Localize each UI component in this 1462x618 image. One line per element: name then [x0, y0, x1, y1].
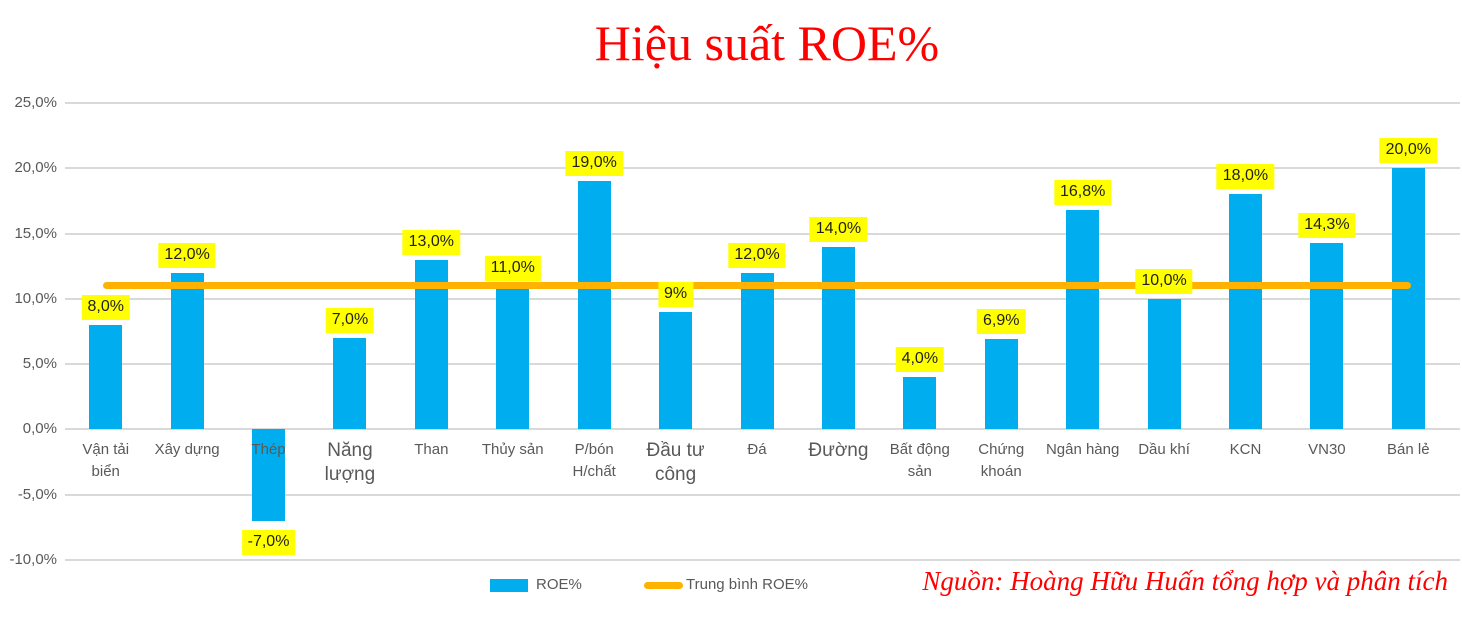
bar: [1147, 298, 1181, 430]
gridline: [65, 102, 1460, 104]
legend-line-swatch: [644, 582, 683, 589]
y-axis-tick-label: 15,0%: [14, 224, 57, 242]
value-label: 20,0%: [1379, 138, 1437, 164]
value-label: 7,0%: [325, 308, 375, 334]
gridline: [65, 559, 1460, 561]
value-label: 4,0%: [895, 347, 945, 373]
bar: [89, 324, 123, 430]
y-axis-tick-label: 10,0%: [14, 289, 57, 307]
x-axis-category-label: Đường: [808, 440, 869, 461]
value-label: 13,0%: [402, 229, 461, 255]
value-label: 6,9%: [977, 309, 1026, 335]
bar: [1066, 210, 1100, 430]
value-label: 19,0%: [565, 151, 623, 177]
x-axis-category-label: Xây dựng: [154, 441, 220, 458]
x-axis-category-label: VN30: [1308, 441, 1346, 458]
gridline: [65, 232, 1460, 235]
y-axis-tick-label: 0,0%: [22, 420, 57, 438]
bar: [1228, 194, 1262, 430]
x-axis-category-label: Dầu khí: [1138, 441, 1190, 458]
y-axis-tick-label: -10,0%: [9, 551, 57, 568]
average-line: [102, 282, 1412, 290]
bar: [821, 246, 855, 430]
legend-bar-swatch: [490, 579, 528, 592]
bar: [577, 181, 611, 430]
x-axis-category-label: Bất động sản: [889, 441, 950, 480]
value-label: 12,0%: [728, 242, 786, 268]
value-label: 18,0%: [1216, 164, 1275, 190]
x-axis-category-label: Chứng khoán: [978, 441, 1025, 480]
value-label: -7,0%: [241, 529, 296, 555]
x-axis-category-label: Bán lẻ: [1387, 441, 1430, 458]
chart-title: Hiệu suất ROE%: [594, 15, 940, 71]
y-axis-tick-label: -5,0%: [17, 485, 57, 503]
x-axis-category-label: Ngân hàng: [1045, 441, 1120, 458]
source-note: Nguồn: Hoàng Hữu Huấn tổng hợp và phân t…: [922, 566, 1448, 596]
x-axis-category-label: Đầu tư công: [646, 440, 705, 485]
value-label: 9%: [658, 281, 694, 307]
bar: [1310, 242, 1344, 430]
gridline: [65, 167, 1460, 170]
bar: [496, 285, 530, 430]
value-label: 11,0%: [484, 255, 541, 281]
value-label: 14,3%: [1298, 212, 1356, 238]
value-label: 10,0%: [1135, 268, 1193, 294]
legend-line-label: Trung bình ROE%: [686, 576, 808, 593]
value-label: 16,8%: [1053, 180, 1112, 206]
bar: [170, 272, 204, 430]
bar: [333, 338, 367, 430]
x-axis-category-label: Thủy sản: [481, 441, 544, 458]
x-axis-category-label: Năng lượng: [324, 440, 376, 485]
y-axis-tick-label: 25,0%: [14, 94, 57, 111]
legend-bar-label: ROE%: [536, 576, 582, 593]
y-axis-tick-label: 5,0%: [22, 355, 57, 373]
value-label: 12,0%: [158, 242, 216, 268]
x-axis-category-label: Đá: [747, 441, 767, 458]
x-axis-category-label: KCN: [1229, 441, 1262, 458]
x-axis-category-label: P/bón H/chất: [572, 441, 616, 480]
value-label: 8,0%: [81, 294, 130, 320]
bar: [252, 429, 286, 521]
bar: [1391, 168, 1425, 430]
x-axis-category-label: Than: [414, 441, 449, 458]
x-axis-category-label: Vận tải biển: [82, 441, 130, 480]
bar: [659, 311, 693, 430]
y-axis-tick-label: 20,0%: [14, 159, 57, 177]
bar: [984, 339, 1018, 430]
x-axis-category-label: Thép: [251, 441, 286, 458]
gridline: [65, 493, 1460, 496]
gridline: [65, 428, 1460, 431]
value-label: 14,0%: [809, 216, 868, 242]
bar: [903, 377, 937, 430]
bar: [740, 272, 774, 430]
